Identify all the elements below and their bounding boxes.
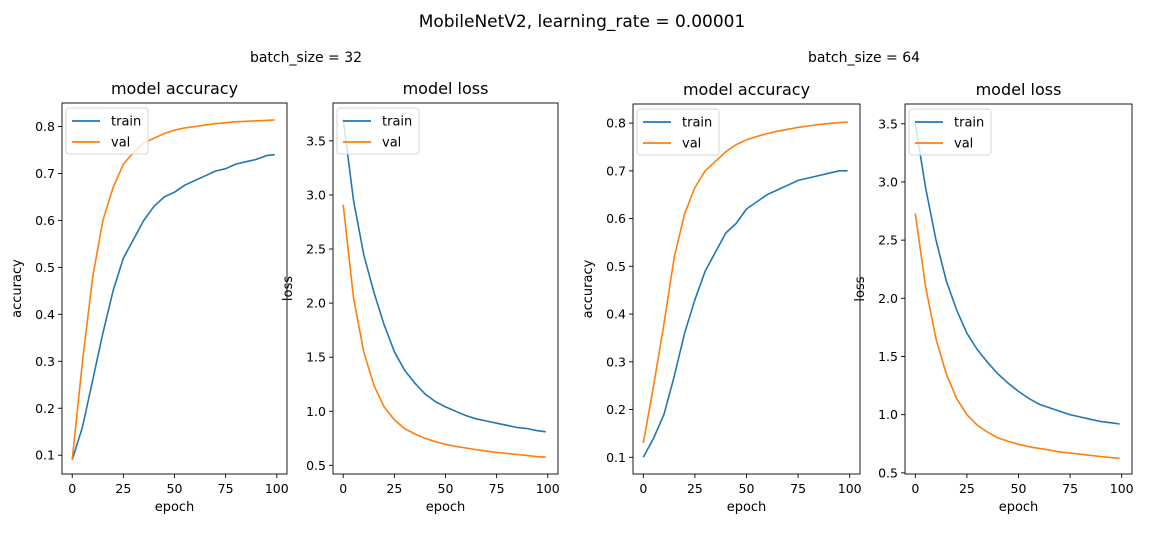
x-tick-label: 100	[1110, 481, 1134, 496]
group-label-batch32: batch_size = 32	[250, 50, 362, 66]
chart-title: model accuracy	[111, 79, 238, 98]
y-tick-label: 0.5	[606, 259, 626, 274]
y-tick-label: 0.1	[35, 448, 55, 463]
legend: train val	[65, 107, 149, 155]
y-tick-label: 0.2	[606, 402, 626, 417]
chart-panel-2: 0 25 50 75 100 0.5 1.0 1.5 2.0 2.5 3.0 3.5 model los…	[281, 79, 560, 515]
y-tick-label: 2.0	[306, 296, 326, 311]
x-tick-label: 50	[1011, 481, 1027, 496]
x-tick-label: 100	[838, 481, 862, 496]
chart-title: model accuracy	[683, 80, 810, 99]
x-axis-label: epoch	[426, 500, 466, 515]
x-axis-label: epoch	[155, 500, 195, 515]
series-line-train	[71, 153, 275, 461]
y-tick-label: 2.0	[878, 291, 898, 306]
x-tick-label: 0	[639, 481, 647, 496]
chart-panel-1: 0 25 50 75 100 0.1 0.2 0.3 0.4 0.5 0.6 0.7 0.8 model …	[10, 79, 289, 515]
legend-label-val: val	[954, 137, 973, 152]
axes-frame	[332, 102, 559, 475]
series-line-val	[342, 204, 546, 458]
y-tick-label: 0.1	[606, 450, 626, 465]
y-axis-label: accuracy	[10, 259, 25, 318]
x-tick-label: 0	[911, 481, 919, 496]
legend: train val	[636, 108, 720, 156]
figure-title: MobileNetV2, learning_rate = 0.00001	[419, 12, 746, 32]
axes-frame	[904, 103, 1133, 475]
y-tick-label: 3.5	[306, 133, 326, 148]
y-tick-label: 0.5	[878, 465, 898, 480]
x-tick-label: 75	[1062, 481, 1078, 496]
chart-title: model loss	[976, 80, 1062, 99]
y-tick-label: 3.0	[306, 187, 326, 202]
legend-label-val: val	[382, 136, 401, 151]
y-tick-label: 1.0	[878, 407, 898, 422]
legend: train val	[908, 108, 992, 156]
chart-panels: 0 25 50 75 100 0.1 0.2 0.3 0.4 0.5 0.6 0.7 0.8 model …	[10, 79, 1134, 515]
legend-label-train: train	[382, 115, 412, 130]
y-tick-label: 0.8	[35, 119, 55, 134]
y-tick-label: 0.7	[35, 166, 55, 181]
chart-panel-3: 0 25 50 75 100 0.1 0.2 0.3 0.4 0.5 0.6 0.7 0.8 model …	[581, 80, 862, 515]
y-tick-label: 0.5	[35, 260, 55, 275]
y-tick-label: 0.4	[606, 307, 626, 322]
group-label-batch64: batch_size = 64	[808, 50, 920, 66]
series-line-val	[642, 121, 848, 444]
x-tick-label: 25	[959, 481, 975, 496]
chart-panel-4: 0 25 50 75 100 0.5 1.0 1.5 2.0 2.5 3.0 3.5 model los…	[853, 80, 1134, 515]
y-tick-label: 0.4	[35, 307, 55, 322]
x-axis-label: epoch	[727, 500, 767, 515]
x-tick-label: 25	[687, 481, 703, 496]
y-axis-label: accuracy	[581, 259, 596, 318]
axes-frame	[632, 103, 861, 475]
y-axis-label: loss	[853, 276, 868, 301]
x-tick-label: 50	[167, 481, 183, 496]
y-tick-label: 2.5	[878, 233, 898, 248]
x-axis-label: epoch	[999, 500, 1039, 515]
y-tick-label: 3.0	[878, 174, 898, 189]
legend-label-val: val	[682, 137, 701, 152]
y-tick-label: 0.3	[35, 354, 55, 369]
series-line-train	[642, 170, 848, 458]
y-tick-label: 0.6	[35, 213, 55, 228]
y-tick-label: 2.5	[306, 242, 326, 257]
y-tick-label: 0.3	[606, 354, 626, 369]
series-line-train	[342, 119, 546, 433]
x-tick-label: 75	[218, 481, 234, 496]
y-axis-label: loss	[281, 276, 296, 301]
x-tick-label: 0	[339, 481, 347, 496]
y-tick-label: 0.2	[35, 401, 55, 416]
y-tick-label: 3.5	[878, 116, 898, 131]
y-tick-label: 1.5	[878, 349, 898, 364]
x-tick-label: 75	[489, 481, 505, 496]
legend-label-train: train	[682, 116, 712, 131]
legend-label-val: val	[111, 136, 130, 151]
legend-label-train: train	[954, 116, 984, 131]
x-tick-label: 25	[115, 481, 131, 496]
y-tick-label: 0.6	[606, 211, 626, 226]
x-tick-label: 100	[536, 481, 560, 496]
x-tick-label: 100	[265, 481, 289, 496]
x-tick-label: 0	[68, 481, 76, 496]
y-tick-label: 0.7	[606, 163, 626, 178]
axes-frame	[61, 102, 288, 475]
legend: train val	[336, 107, 420, 155]
x-tick-label: 50	[739, 481, 755, 496]
x-tick-label: 50	[438, 481, 454, 496]
chart-title: model loss	[403, 79, 489, 98]
series-line-val	[914, 213, 1120, 460]
y-tick-label: 1.0	[306, 404, 326, 419]
series-line-train	[914, 123, 1120, 425]
x-tick-label: 25	[386, 481, 402, 496]
y-tick-label: 1.5	[306, 350, 326, 365]
legend-label-train: train	[111, 115, 141, 130]
series-line-val	[71, 119, 275, 460]
y-tick-label: 0.8	[606, 116, 626, 131]
x-tick-label: 75	[790, 481, 806, 496]
y-tick-label: 0.5	[306, 458, 326, 473]
